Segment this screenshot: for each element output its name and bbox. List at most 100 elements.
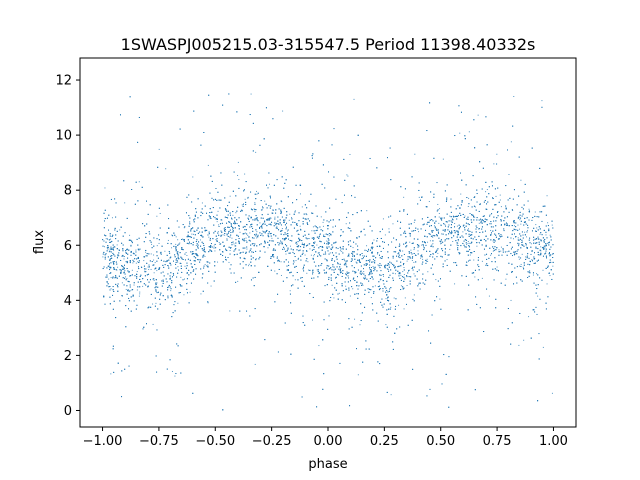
data-point: [259, 222, 261, 224]
data-point: [454, 223, 456, 224]
data-point: [249, 232, 251, 234]
data-point: [125, 276, 127, 278]
data-point: [551, 392, 553, 394]
data-point: [435, 279, 437, 281]
data-point: [377, 264, 379, 266]
data-point: [250, 93, 252, 95]
data-point: [135, 249, 137, 251]
data-point: [306, 214, 308, 216]
data-point: [526, 246, 528, 248]
data-point: [366, 245, 368, 247]
data-point: [189, 291, 191, 293]
data-point: [353, 98, 355, 100]
data-point: [413, 249, 415, 251]
data-point: [413, 261, 415, 263]
data-point: [311, 230, 313, 232]
data-point: [520, 263, 522, 265]
data-point: [276, 256, 278, 258]
data-point: [524, 231, 526, 233]
data-point: [210, 250, 212, 252]
data-point: [244, 173, 246, 175]
data-point: [166, 281, 168, 283]
data-point: [438, 216, 440, 218]
data-point: [312, 226, 314, 228]
data-point: [440, 243, 442, 245]
data-point: [274, 270, 276, 272]
data-point: [322, 225, 324, 227]
data-points: [102, 93, 554, 411]
data-point: [536, 227, 538, 229]
data-point: [320, 216, 322, 218]
data-point: [175, 236, 177, 238]
data-point: [363, 271, 365, 273]
data-point: [148, 268, 150, 270]
data-point: [135, 262, 137, 264]
data-point: [392, 223, 394, 225]
data-point: [138, 295, 140, 297]
data-point: [526, 236, 528, 238]
data-point: [519, 219, 521, 221]
data-point: [456, 244, 458, 246]
data-point: [418, 246, 420, 248]
data-point: [521, 241, 523, 243]
data-point: [403, 232, 405, 234]
data-point: [226, 238, 228, 240]
data-point: [388, 228, 390, 230]
data-point: [328, 268, 330, 270]
data-point: [512, 238, 514, 240]
data-point: [123, 258, 125, 260]
data-point: [118, 255, 120, 257]
data-point: [215, 239, 217, 241]
data-point: [418, 196, 420, 198]
data-point: [271, 237, 273, 239]
data-point: [121, 265, 123, 267]
data-point: [370, 297, 372, 299]
data-point: [385, 298, 387, 300]
data-point: [237, 280, 239, 282]
data-point: [338, 292, 340, 294]
data-point: [544, 247, 546, 249]
data-point: [437, 203, 439, 205]
data-point: [478, 222, 480, 224]
data-point: [102, 256, 104, 258]
data-point: [239, 231, 241, 233]
data-point: [108, 251, 110, 253]
data-point: [111, 217, 113, 219]
data-point: [398, 304, 400, 306]
data-point: [110, 277, 112, 279]
data-point: [319, 234, 321, 236]
data-point: [352, 288, 354, 290]
data-point: [434, 227, 436, 229]
data-point: [355, 261, 357, 263]
data-point: [542, 346, 544, 348]
data-point: [254, 202, 256, 204]
data-point: [528, 210, 530, 212]
data-point: [441, 242, 443, 244]
data-point: [162, 279, 164, 281]
data-point: [153, 259, 155, 261]
data-point: [454, 283, 456, 285]
data-point: [236, 223, 238, 225]
data-point: [520, 223, 522, 225]
data-point: [310, 254, 312, 256]
data-point: [177, 239, 179, 241]
data-point: [341, 250, 343, 252]
data-point: [275, 227, 277, 229]
data-point: [456, 225, 458, 227]
data-point: [323, 234, 325, 236]
data-point: [442, 158, 444, 160]
data-point: [154, 268, 156, 270]
data-point: [469, 254, 471, 256]
data-point: [370, 272, 372, 274]
data-point: [151, 243, 153, 245]
data-point: [153, 254, 155, 256]
data-point: [165, 168, 167, 170]
data-point: [152, 323, 154, 325]
data-point: [270, 217, 272, 219]
data-point: [262, 222, 264, 224]
data-point: [248, 263, 250, 265]
data-point: [465, 218, 467, 220]
data-point: [267, 247, 269, 249]
data-point: [175, 243, 177, 245]
data-point: [301, 242, 303, 244]
